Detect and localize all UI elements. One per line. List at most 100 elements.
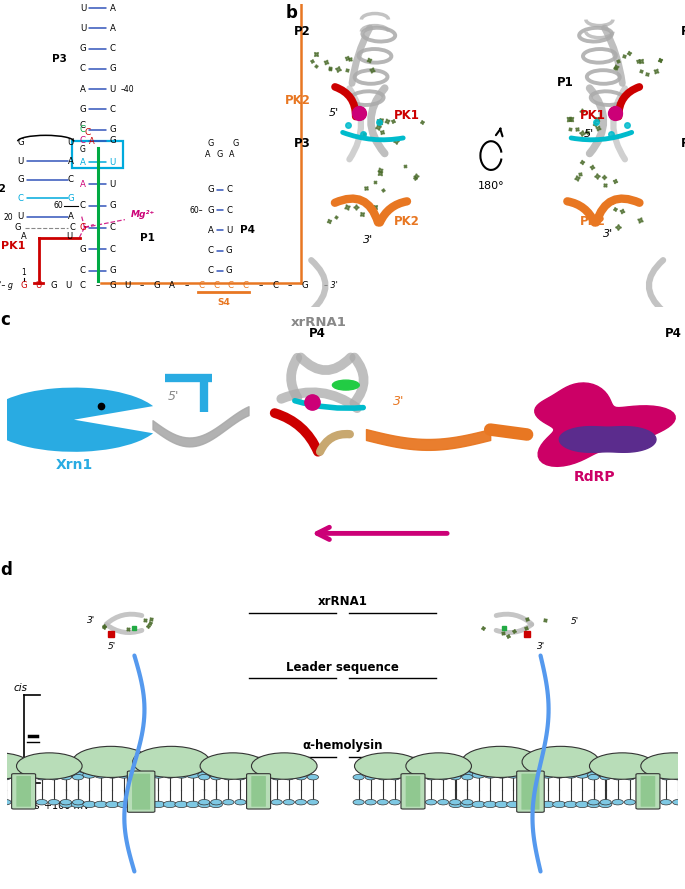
Text: S4: S4 (217, 298, 230, 307)
Circle shape (472, 772, 485, 778)
Text: G: G (79, 105, 86, 114)
Circle shape (587, 772, 600, 778)
Text: U: U (18, 212, 24, 221)
Circle shape (460, 801, 474, 807)
Text: Mg²⁺: Mg²⁺ (131, 210, 155, 219)
Text: C: C (110, 44, 116, 53)
Circle shape (105, 801, 119, 807)
FancyArrowPatch shape (371, 88, 385, 154)
Text: P3: P3 (52, 54, 67, 64)
Circle shape (308, 774, 319, 780)
Text: P4: P4 (309, 327, 326, 340)
Circle shape (36, 799, 47, 805)
Text: 5': 5' (329, 108, 338, 118)
FancyArrowPatch shape (571, 132, 632, 140)
Text: C: C (199, 282, 204, 291)
Circle shape (152, 772, 165, 778)
Circle shape (389, 774, 401, 780)
Text: A: A (110, 24, 116, 33)
Circle shape (425, 799, 437, 805)
FancyBboxPatch shape (636, 773, 660, 809)
Text: 5': 5' (168, 390, 179, 403)
Ellipse shape (406, 753, 471, 780)
Text: A: A (169, 282, 175, 291)
Circle shape (460, 772, 474, 778)
FancyBboxPatch shape (12, 773, 36, 809)
Circle shape (553, 772, 566, 778)
FancyBboxPatch shape (406, 776, 421, 806)
Text: C: C (80, 267, 86, 276)
Text: G: G (226, 267, 232, 276)
Ellipse shape (73, 747, 149, 777)
Circle shape (449, 774, 461, 780)
Text: +100 mV: +100 mV (44, 801, 90, 811)
Circle shape (259, 799, 270, 805)
Circle shape (462, 799, 473, 805)
Circle shape (636, 774, 647, 780)
Circle shape (259, 774, 270, 780)
Text: G: G (109, 136, 116, 145)
Circle shape (507, 772, 520, 778)
Circle shape (462, 774, 473, 780)
Circle shape (624, 774, 636, 780)
Text: G: G (153, 282, 160, 291)
Text: P2: P2 (681, 25, 685, 37)
Ellipse shape (200, 753, 266, 780)
Circle shape (210, 772, 223, 778)
Text: –: – (288, 282, 292, 291)
Circle shape (117, 801, 130, 807)
FancyArrowPatch shape (106, 614, 142, 624)
Circle shape (129, 801, 142, 807)
Text: –: – (184, 282, 189, 291)
Circle shape (649, 774, 660, 780)
FancyBboxPatch shape (521, 773, 540, 810)
Text: –40: –40 (121, 84, 134, 93)
FancyArrowPatch shape (291, 357, 297, 397)
Text: G: G (80, 145, 86, 154)
Text: G: G (109, 125, 116, 134)
Ellipse shape (462, 747, 539, 777)
Circle shape (140, 772, 153, 778)
Text: G: G (17, 139, 24, 148)
Text: U: U (110, 84, 116, 93)
Circle shape (83, 801, 96, 807)
Circle shape (186, 801, 199, 807)
Circle shape (673, 799, 684, 805)
FancyArrowPatch shape (354, 357, 364, 403)
Text: – 3': – 3' (324, 282, 338, 291)
Text: G: G (79, 44, 86, 53)
Ellipse shape (522, 747, 599, 777)
Circle shape (612, 774, 623, 780)
Circle shape (0, 774, 11, 780)
Circle shape (175, 772, 188, 778)
Circle shape (198, 801, 211, 807)
Text: U: U (110, 180, 116, 188)
Circle shape (60, 774, 71, 780)
Circle shape (660, 774, 672, 780)
FancyArrowPatch shape (335, 87, 356, 116)
Text: C: C (84, 128, 90, 138)
FancyArrowPatch shape (380, 201, 407, 222)
Circle shape (235, 774, 246, 780)
Circle shape (0, 799, 11, 805)
Text: 3': 3' (393, 395, 404, 408)
Text: C: C (208, 246, 214, 255)
FancyArrowPatch shape (597, 198, 640, 222)
Text: G: G (67, 194, 74, 203)
Circle shape (530, 772, 543, 778)
Text: G: G (109, 201, 116, 211)
Text: P4: P4 (665, 327, 682, 340)
FancyArrowPatch shape (496, 614, 532, 624)
Circle shape (518, 772, 532, 778)
FancyArrowPatch shape (605, 28, 622, 84)
Text: A: A (229, 150, 235, 159)
Circle shape (211, 799, 222, 805)
Text: P2: P2 (294, 25, 310, 37)
FancyArrowPatch shape (282, 392, 357, 408)
Circle shape (624, 799, 636, 805)
Circle shape (564, 801, 577, 807)
FancyArrowPatch shape (619, 87, 639, 116)
Circle shape (152, 801, 165, 807)
Circle shape (495, 772, 508, 778)
Wedge shape (0, 388, 153, 452)
